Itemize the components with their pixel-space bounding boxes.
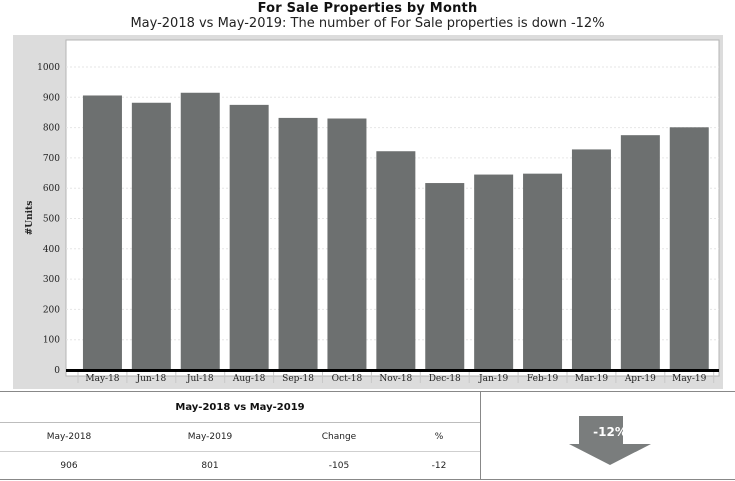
x-tick-label: Mar-19 (575, 374, 609, 384)
value-may-2019: 801 (201, 461, 219, 471)
x-tick-label: Jul-18 (186, 374, 214, 384)
y-tick-label: 900 (43, 93, 60, 103)
y-axis-label: #Units (25, 201, 35, 236)
bar-may-19 (669, 127, 709, 370)
bar-nov-18 (376, 151, 416, 370)
y-tick-label: 700 (43, 154, 60, 164)
bar-dec-18 (425, 183, 465, 370)
col-header-may-2018: May-2018 (46, 432, 92, 442)
y-tick-label: 400 (43, 245, 60, 255)
x-tick-label: May-19 (672, 374, 706, 384)
y-tick-label: 600 (43, 184, 60, 194)
x-tick-label: Nov-18 (379, 374, 412, 384)
x-tick-label: Dec-18 (429, 374, 461, 384)
value-may-2018: 906 (60, 461, 78, 471)
bar-mar-19 (571, 149, 611, 370)
chart-title: For Sale Properties by Month (257, 1, 478, 16)
y-tick-label: 200 (43, 305, 60, 315)
col-header-percent: % (434, 432, 444, 442)
x-axis-baseline (66, 369, 719, 372)
value-percent: -12 (431, 461, 447, 471)
bar-jan-19 (474, 174, 514, 370)
y-tick-label: 1000 (37, 63, 60, 73)
y-tick-label: 100 (43, 336, 60, 346)
x-tick-label: Apr-19 (624, 374, 656, 384)
x-tick-label: Sep-18 (282, 374, 314, 384)
row-divider (0, 451, 480, 452)
y-tick-label: 0 (54, 366, 60, 376)
change-indicator: -12% (481, 391, 735, 480)
bar-apr-19 (620, 135, 660, 370)
col-header-change: Change (321, 432, 357, 442)
x-tick-label: Oct-18 (332, 374, 363, 384)
summary-section: May-2018 vs May-2019 May-2018 May-2019 C… (0, 391, 735, 481)
chart-frame: 0 100 200 300 400 500 600 700 800 900 1000 #Units Ma… (13, 35, 723, 389)
x-tick-label: Feb-19 (527, 374, 559, 384)
x-tick-label: Jan-19 (478, 374, 509, 384)
bar-chart: 0 100 200 300 400 500 600 700 800 900 1000 #Units Ma… (25, 39, 720, 384)
change-badge-text: -12% (593, 425, 627, 439)
summary-heading: May-2018 vs May-2019 (0, 392, 480, 423)
y-tick-label: 500 (43, 215, 60, 225)
bar-sep-18 (278, 117, 318, 371)
bar-jun-18 (131, 102, 171, 370)
x-tick-label: May-18 (85, 374, 119, 384)
bar-feb-19 (523, 173, 563, 370)
down-arrow-icon (569, 416, 651, 465)
summary-table: May-2018 vs May-2019 May-2018 May-2019 C… (0, 391, 481, 480)
col-header-may-2019: May-2019 (187, 432, 233, 442)
x-tick-label: Jun-18 (135, 374, 166, 384)
value-change: -105 (328, 461, 350, 471)
y-tick-label: 300 (43, 275, 60, 285)
x-tick-label: Aug-18 (232, 374, 266, 384)
bar-aug-18 (229, 104, 269, 370)
bar-oct-18 (327, 118, 367, 370)
chart-subtitle: May-2018 vs May-2019: The number of For … (130, 16, 605, 31)
bar-may-18 (82, 95, 122, 370)
y-tick-label: 800 (43, 124, 60, 134)
bar-jul-18 (180, 92, 220, 370)
